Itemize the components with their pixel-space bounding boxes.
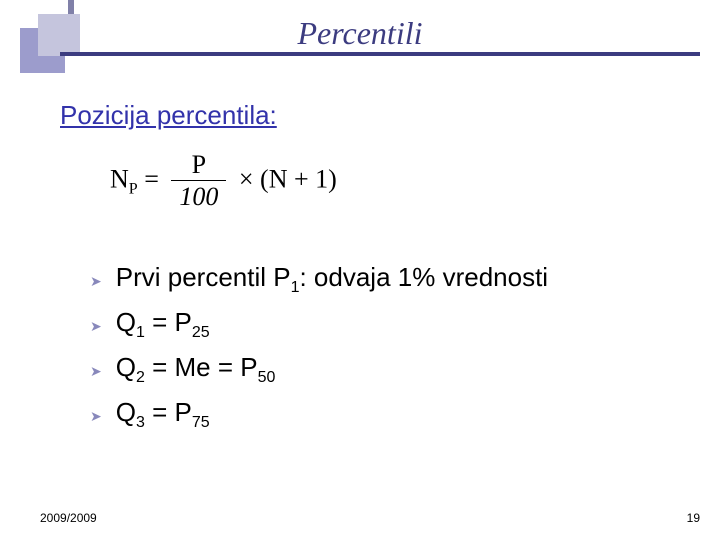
subtitle: Pozicija percentila: xyxy=(60,100,680,131)
footer-page-number: 19 xyxy=(687,511,700,525)
formula-lhs-sub: P xyxy=(129,181,138,198)
bullet-item: ➤ Q1 = P25 xyxy=(90,307,680,342)
footer-date: 2009/2009 xyxy=(40,511,97,525)
bullet-text: Q1 = P25 xyxy=(116,307,210,342)
bullet-text: Prvi percentil P1: odvaja 1% vrednosti xyxy=(116,262,548,297)
formula-frac-top: P xyxy=(171,151,226,181)
bullet-sub: 25 xyxy=(192,324,210,341)
bullet-sub: 3 xyxy=(136,415,145,432)
bullet-text: Q3 = P75 xyxy=(116,397,210,432)
bullet-mid: = Me = P xyxy=(145,352,258,382)
bullet-post: : odvaja 1% vrednosti xyxy=(299,262,548,292)
bullet-sub: 1 xyxy=(136,324,145,341)
formula-fraction: P 100 xyxy=(171,151,226,212)
slide-title: Percentili xyxy=(298,15,423,51)
formula-times: × xyxy=(239,164,254,193)
bullet-sub: 75 xyxy=(192,415,210,432)
bullet-text: Q2 = Me = P50 xyxy=(116,352,276,387)
bullet-pre: Q xyxy=(116,352,136,382)
bullet-list: ➤ Prvi percentil P1: odvaja 1% vrednosti… xyxy=(90,262,680,433)
bullet-item: ➤ Prvi percentil P1: odvaja 1% vrednosti xyxy=(90,262,680,297)
bullet-marker-icon: ➤ xyxy=(90,401,102,431)
bullet-marker-icon: ➤ xyxy=(90,311,102,341)
title-area: Percentili xyxy=(0,15,720,52)
bullet-marker-icon: ➤ xyxy=(90,266,102,296)
bullet-pre: Prvi percentil P xyxy=(116,262,291,292)
title-underline xyxy=(60,52,700,56)
bullet-pre: Q xyxy=(116,307,136,337)
formula-eq: = xyxy=(144,164,159,193)
bullet-sub: 2 xyxy=(136,369,145,386)
bullet-item: ➤ Q3 = P75 xyxy=(90,397,680,432)
bullet-sub: 50 xyxy=(258,369,276,386)
bullet-pre: Q xyxy=(116,397,136,427)
bullet-mid: = P xyxy=(145,397,192,427)
bullet-item: ➤ Q2 = Me = P50 xyxy=(90,352,680,387)
content-area: Pozicija percentila: NP = P 100 × (N + 1… xyxy=(60,100,680,443)
bullet-marker-icon: ➤ xyxy=(90,356,102,386)
formula-frac-bot: 100 xyxy=(171,181,226,212)
bullet-mid: = P xyxy=(145,307,192,337)
formula-lhs-base: N xyxy=(110,164,129,193)
formula: NP = P 100 × (N + 1) xyxy=(110,151,680,212)
formula-paren: (N + 1) xyxy=(260,164,337,193)
